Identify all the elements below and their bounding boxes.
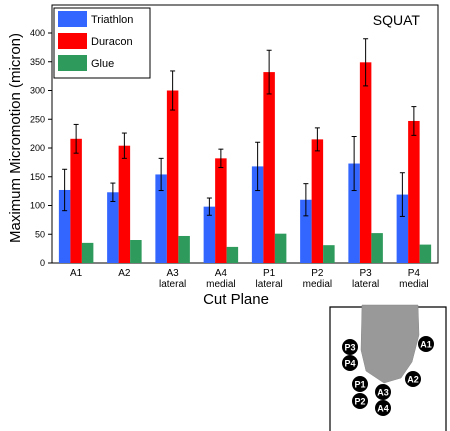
y-tick-label: 250 xyxy=(30,114,45,124)
y-tick-label: 200 xyxy=(30,143,45,153)
bar-glue xyxy=(178,235,190,263)
cut-plane-inset: P3 P4 P1 P2 A3 A4 A1 A2 xyxy=(329,304,447,431)
legend-label-duracon: Duracon xyxy=(91,36,133,48)
legend-label-glue: Glue xyxy=(91,58,114,70)
bar-duracon xyxy=(166,90,179,263)
bar-duracon xyxy=(359,62,372,264)
marker-a2 xyxy=(405,371,421,387)
x-tick-label: A4 xyxy=(215,268,228,279)
bar-triathlon xyxy=(155,174,167,263)
marker-label-p1: P1 xyxy=(354,380,365,390)
legend-swatch-triathlon xyxy=(58,11,87,27)
bar-triathlon xyxy=(251,166,264,263)
marker-a3 xyxy=(375,384,391,400)
y-tick-label: 350 xyxy=(30,57,45,67)
x-tick-label: A3 xyxy=(167,268,180,279)
bar-glue xyxy=(274,233,287,263)
marker-p1 xyxy=(352,376,368,392)
bar-duracon xyxy=(118,145,131,263)
x-tick-label: P2 xyxy=(311,268,324,279)
x-tick-label: lateral xyxy=(159,279,186,290)
bar-triathlon xyxy=(348,163,360,263)
bar-triathlon xyxy=(58,189,71,263)
bar-duracon xyxy=(263,72,275,263)
bar-glue xyxy=(130,240,142,263)
y-tick-label: 100 xyxy=(30,201,45,211)
marker-p4 xyxy=(342,355,358,371)
bar-glue xyxy=(226,246,239,263)
bar-triathlon xyxy=(203,206,216,263)
y-tick-label: 400 xyxy=(30,28,45,38)
x-tick-label: A2 xyxy=(118,268,131,279)
marker-p3 xyxy=(342,339,358,355)
x-tick-label: P1 xyxy=(263,268,276,279)
y-tick-label: 0 xyxy=(40,258,45,268)
bar-glue xyxy=(81,242,94,263)
plot-frame xyxy=(51,4,439,264)
x-tick-label: P3 xyxy=(360,268,373,279)
x-axis-label: Cut Plane xyxy=(203,291,269,308)
marker-a4 xyxy=(375,400,391,416)
marker-label-a3: A3 xyxy=(377,388,389,398)
chart-title: SQUAT xyxy=(373,12,421,28)
marker-label-a4: A4 xyxy=(377,404,389,414)
marker-label-a2: A2 xyxy=(407,375,419,385)
marker-label-a1: A1 xyxy=(420,340,432,350)
x-tick-label: lateral xyxy=(256,279,283,290)
y-tick-label: 300 xyxy=(30,86,45,96)
legend: Triathlon Duracon Glue xyxy=(53,7,151,79)
bone-cross-section xyxy=(360,304,420,384)
bar-glue xyxy=(419,244,432,263)
bar-triathlon xyxy=(396,194,409,263)
bar-duracon xyxy=(70,138,82,263)
bar-triathlon xyxy=(300,199,312,263)
marker-p2 xyxy=(352,393,368,409)
y-axis-label: Maximum Micromotion (micron) xyxy=(7,33,24,243)
bar-glue xyxy=(371,233,383,263)
x-tick-label: medial xyxy=(399,279,428,290)
marker-label-p3: P3 xyxy=(344,343,355,353)
x-tick-label: medial xyxy=(206,279,235,290)
marker-label-p2: P2 xyxy=(354,397,365,407)
legend-label-triathlon: Triathlon xyxy=(91,14,133,26)
x-tick-label: medial xyxy=(303,279,332,290)
marker-a1 xyxy=(418,336,434,352)
y-tick-label: 150 xyxy=(30,172,45,182)
bar-triathlon xyxy=(107,192,119,263)
bar-glue xyxy=(323,245,335,263)
bar-duracon xyxy=(215,158,227,263)
bar-duracon xyxy=(311,139,324,263)
legend-swatch-glue xyxy=(58,55,87,71)
x-tick-label: P4 xyxy=(408,268,421,279)
x-tick-label: lateral xyxy=(352,279,379,290)
bar-duracon xyxy=(408,120,420,263)
y-tick-label: 50 xyxy=(35,229,45,239)
marker-label-p4: P4 xyxy=(344,359,355,369)
legend-swatch-duracon xyxy=(58,33,87,49)
x-tick-label: A1 xyxy=(70,268,83,279)
